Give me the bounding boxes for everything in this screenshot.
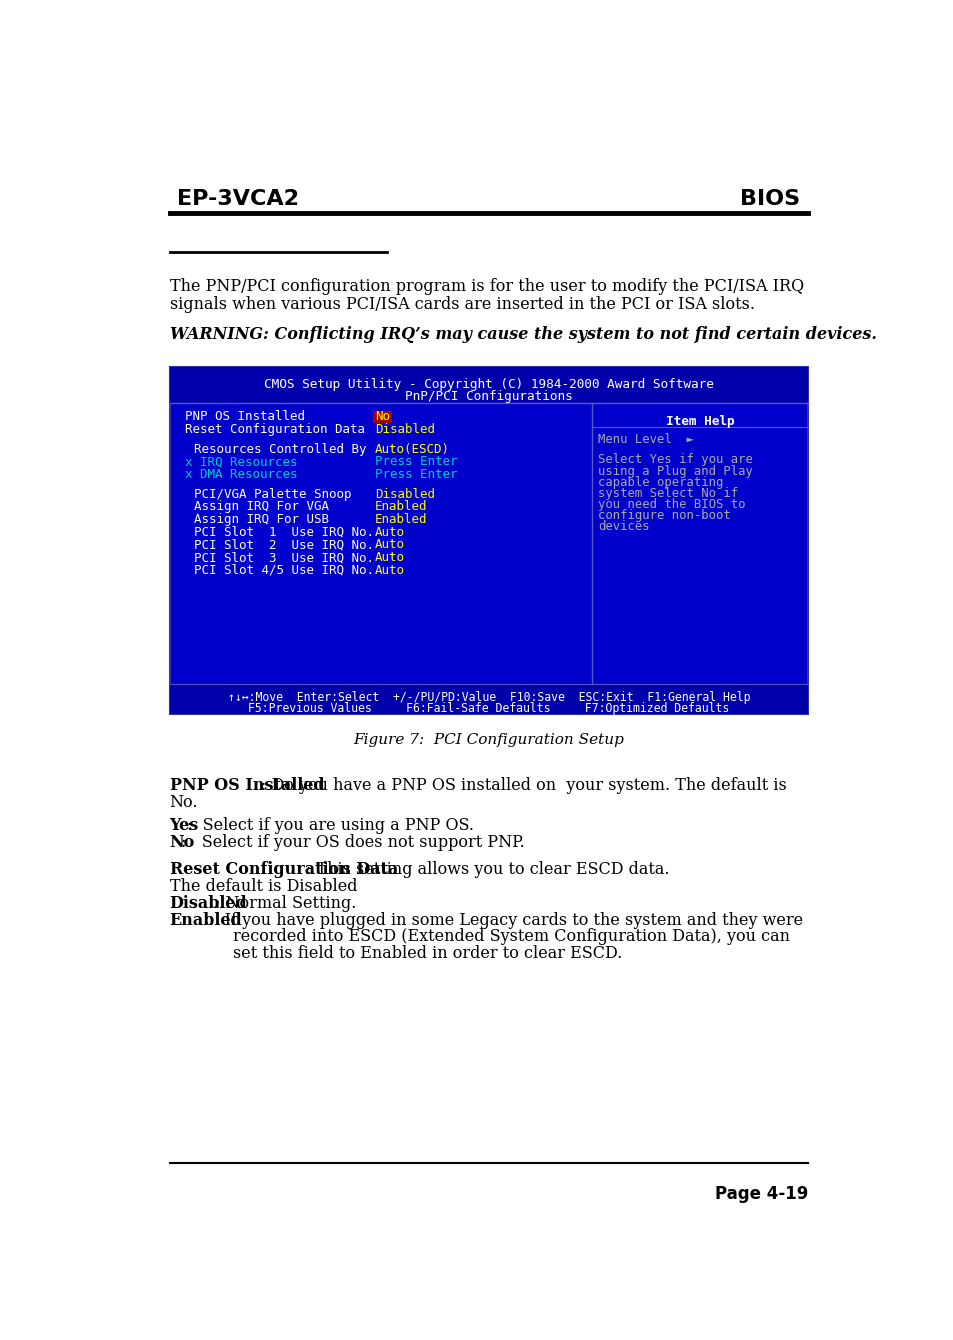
Text: The default is Disabled: The default is Disabled <box>170 878 356 895</box>
Bar <box>170 367 807 402</box>
Text: you need the BIOS to: you need the BIOS to <box>598 498 745 511</box>
Text: WARNING: Conflicting IRQ’s may cause the system to not find certain devices.: WARNING: Conflicting IRQ’s may cause the… <box>170 327 876 343</box>
Text: recorded into ESCD (Extended System Configuration Data), you can: recorded into ESCD (Extended System Conf… <box>233 929 789 946</box>
Text: Auto: Auto <box>375 564 405 578</box>
Text: Auto(ESCD): Auto(ESCD) <box>375 442 450 456</box>
Text: Auto: Auto <box>375 551 405 564</box>
Text: Disabled: Disabled <box>170 895 247 911</box>
Text: CMOS Setup Utility - Copyright (C) 1984-2000 Award Software: CMOS Setup Utility - Copyright (C) 1984-… <box>264 378 713 391</box>
Text: PCI Slot  3  Use IRQ No.: PCI Slot 3 Use IRQ No. <box>194 551 374 564</box>
Text: BIOS: BIOS <box>740 189 800 209</box>
Text: ↑↓↔:Move  Enter:Select  +/-/PU/PD:Value  F10:Save  ESC:Exit  F1:General Help: ↑↓↔:Move Enter:Select +/-/PU/PD:Value F1… <box>228 691 749 705</box>
Text: PNP OS Installed: PNP OS Installed <box>185 410 305 423</box>
Text: devices: devices <box>598 520 649 533</box>
Text: : Do you have a PNP OS installed on  your system. The default is: : Do you have a PNP OS installed on your… <box>260 777 785 793</box>
Text: set this field to Enabled in order to clear ESCD.: set this field to Enabled in order to cl… <box>233 946 621 962</box>
Text: Enabled: Enabled <box>375 500 427 513</box>
Text: :  If you have plugged in some Legacy cards to the system and they were: : If you have plugged in some Legacy car… <box>210 911 802 929</box>
Text: PCI/VGA Palette Snoop: PCI/VGA Palette Snoop <box>194 488 352 501</box>
Text: Enabled: Enabled <box>375 513 427 527</box>
Text: No: No <box>170 833 194 851</box>
Text: Press Enter: Press Enter <box>375 468 457 481</box>
Bar <box>373 411 392 423</box>
Text: capable operating: capable operating <box>598 476 722 489</box>
Text: Disabled: Disabled <box>375 488 435 501</box>
Text: Item Help: Item Help <box>665 415 734 427</box>
Text: : Normal Setting.: : Normal Setting. <box>215 895 356 911</box>
Text: Page 4-19: Page 4-19 <box>714 1185 807 1203</box>
Text: PCI Slot 4/5 Use IRQ No.: PCI Slot 4/5 Use IRQ No. <box>194 564 374 578</box>
Text: using a Plug and Play: using a Plug and Play <box>598 465 752 477</box>
Text: EP-3VCA2: EP-3VCA2 <box>177 189 299 209</box>
Bar <box>170 367 807 714</box>
Text: PCI Slot  2  Use IRQ No.: PCI Slot 2 Use IRQ No. <box>194 539 374 552</box>
Text: PCI Slot  1  Use IRQ No.: PCI Slot 1 Use IRQ No. <box>194 525 374 539</box>
Text: F5:Previous Values     F6:Fail-Safe Defaults     F7:Optimized Defaults: F5:Previous Values F6:Fail-Safe Defaults… <box>248 702 729 716</box>
Text: Select Yes if you are: Select Yes if you are <box>598 453 752 466</box>
Text: Assign IRQ For VGA: Assign IRQ For VGA <box>194 500 329 513</box>
Text: PnP/PCI Configurations: PnP/PCI Configurations <box>405 390 572 403</box>
Text: Enabled: Enabled <box>170 911 242 929</box>
Text: PNP OS Installed: PNP OS Installed <box>170 777 324 793</box>
Text: No: No <box>375 410 390 423</box>
Text: signals when various PCI/ISA cards are inserted in the PCI or ISA slots.: signals when various PCI/ISA cards are i… <box>170 296 754 314</box>
Text: Reset Configuration Data: Reset Configuration Data <box>185 423 365 436</box>
Text: :   Select if your OS does not support PNP.: : Select if your OS does not support PNP… <box>181 833 524 851</box>
Text: Press Enter: Press Enter <box>375 456 457 468</box>
Text: Reset Configuration Data: Reset Configuration Data <box>170 860 397 878</box>
Text: Assign IRQ For USB: Assign IRQ For USB <box>194 513 329 527</box>
Text: Resources Controlled By: Resources Controlled By <box>194 442 367 456</box>
Text: Figure 7:  PCI Configuration Setup: Figure 7: PCI Configuration Setup <box>354 733 623 746</box>
Text: Menu Level  ►: Menu Level ► <box>598 433 694 446</box>
Text: Disabled: Disabled <box>375 423 435 436</box>
Text: :  Select if you are using a PNP OS.: : Select if you are using a PNP OS. <box>187 817 474 833</box>
Text: Auto: Auto <box>375 539 405 552</box>
Text: Auto: Auto <box>375 525 405 539</box>
Text: x DMA Resources: x DMA Resources <box>185 468 297 481</box>
Text: No.: No. <box>170 793 198 811</box>
Bar <box>170 685 807 714</box>
Text: The PNP/PCI configuration program is for the user to modify the PCI/ISA IRQ: The PNP/PCI configuration program is for… <box>170 277 803 295</box>
Text: configure non-boot: configure non-boot <box>598 509 730 523</box>
Text: : This setting allows you to clear ESCD data.: : This setting allows you to clear ESCD … <box>306 860 669 878</box>
Text: x IRQ Resources: x IRQ Resources <box>185 456 297 468</box>
Text: Yes: Yes <box>170 817 198 833</box>
Text: system Select No if: system Select No if <box>598 486 738 500</box>
